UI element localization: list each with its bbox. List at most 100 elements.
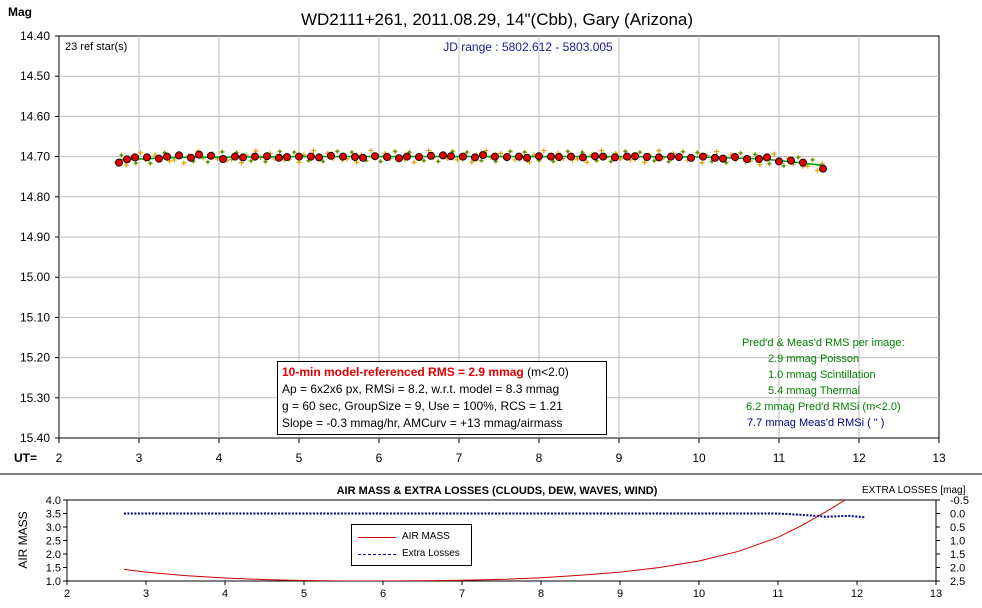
observation-marker	[365, 159, 368, 162]
x-tick-label: 6	[376, 451, 383, 465]
group-mean-point	[370, 152, 379, 161]
observation-marker	[350, 150, 353, 154]
rms-notes: Pred'd & Meas'd RMS per image: 2.9 mmag …	[700, 335, 930, 431]
group-mean-point	[206, 151, 215, 160]
observation-point	[699, 160, 705, 166]
observation-point	[310, 148, 316, 154]
observation-marker	[307, 159, 310, 162]
observation-marker	[811, 158, 814, 162]
group-mean-point	[230, 152, 239, 161]
group-mean-point	[470, 153, 479, 162]
extra-losses-line	[123, 512, 865, 519]
x-tick-label: 3	[136, 451, 143, 465]
group-mean-point	[490, 152, 499, 161]
observation-marker	[422, 159, 425, 162]
y-tick-label: 14.50	[20, 69, 50, 83]
airmass-x-tick-label: 9	[617, 588, 623, 600]
legend-item-airmass: AIR MASS	[352, 530, 471, 544]
extra-losses-y-tick-label: 2.0	[950, 563, 965, 575]
airmass-x-tick-label: 5	[301, 588, 307, 600]
extra-losses-y-tick-label: 0.5	[950, 522, 965, 534]
group-mean-point	[775, 157, 784, 166]
observation-marker	[408, 150, 411, 154]
extra-losses-y-axis: -0.5 0.00.5 1.01.5 2.02.5	[936, 495, 969, 588]
observation-marker	[681, 150, 685, 153]
airmass-y-tick-label: 4.0	[46, 495, 61, 507]
model-rms-condition: (m<2.0)	[523, 365, 569, 379]
group-mean-point	[643, 153, 652, 162]
airmass-x-tick-label: 12	[851, 588, 863, 600]
x-tick-label: 11	[773, 451, 786, 465]
observation-marker	[797, 156, 800, 159]
legend-label-extra-losses: Extra Losses	[402, 548, 460, 559]
rms-poisson: 2.9 mmag Poisson	[768, 353, 860, 365]
light-curve-y-axis: 14.40 14.50 14.60 14.70 14.80 14.90 15.00 15.10…	[20, 29, 59, 445]
group-mean-point	[579, 153, 588, 162]
group-mean-point	[382, 153, 391, 162]
rms-summary-box: 10-min model-referenced RMS = 2.9 mmag (…	[277, 361, 607, 435]
extra-losses-axis-title: EXTRA LOSSES [mag]	[862, 485, 966, 496]
observation-marker	[566, 150, 569, 153]
observation-marker	[509, 150, 512, 153]
observation-point	[656, 148, 662, 154]
observation-marker	[451, 150, 454, 153]
observation-marker	[206, 160, 209, 164]
x-tick-label: 10	[692, 451, 706, 465]
y-axis-title: Mag	[8, 5, 32, 19]
group-mean-point	[458, 152, 467, 161]
legend-label-airmass: AIR MASS	[402, 531, 450, 542]
group-mean-point	[426, 151, 435, 160]
group-mean-point	[154, 154, 163, 163]
observation-marker	[523, 150, 526, 154]
ref-stars-label: 23 ref star(s)	[65, 41, 127, 53]
observation-marker	[393, 150, 397, 153]
airmass-legend: AIR MASS Extra Losses	[351, 524, 472, 566]
group-mean-point	[218, 155, 227, 164]
observation-marker	[293, 151, 296, 154]
group-mean-point	[599, 152, 608, 161]
observation-point	[253, 148, 259, 154]
rms-thermal: 5.4 mmag Thermal	[768, 385, 861, 397]
rms-predicted: 6.2 mmag Pred'd RMSi (m<2.0)	[746, 401, 901, 413]
observation-point	[584, 159, 590, 165]
extra-losses-y-tick-label: 1.5	[950, 549, 965, 561]
airmass-x-tick-label: 2	[64, 588, 70, 600]
y-tick-label: 14.80	[20, 190, 50, 204]
airmass-y-tick-label: 1.0	[46, 576, 61, 588]
x-tick-label: 8	[536, 451, 543, 465]
y-tick-label: 15.40	[20, 431, 50, 445]
airmass-x-tick-label: 4	[222, 588, 228, 600]
observation-point	[426, 148, 432, 154]
group-mean-point	[502, 153, 511, 162]
observation-point	[771, 151, 777, 157]
group-mean-point	[819, 164, 828, 173]
observation-marker	[768, 162, 771, 165]
observation-point	[541, 148, 547, 154]
observation-marker	[739, 151, 742, 155]
rms-measured: 7.7 mmag Meas'd RMSi ( " )	[747, 417, 885, 429]
observation-marker	[725, 161, 728, 164]
observation-marker	[552, 160, 555, 163]
group-mean-point	[535, 152, 544, 161]
airmass-y-tick-label: 2.5	[46, 536, 61, 548]
rms-line-2: Ap = 6x2x6 px, RMSi = 8.2, w.r.t. model …	[282, 382, 560, 396]
airmass-lines	[123, 500, 865, 581]
group-mean-point	[130, 153, 139, 162]
group-mean-point	[743, 155, 752, 164]
group-mean-point	[338, 152, 347, 161]
observation-marker	[480, 159, 483, 162]
group-mean-point	[755, 155, 764, 164]
extra-losses-y-tick-label: 2.5	[950, 576, 965, 588]
observation-marker	[653, 159, 656, 162]
observation-marker	[782, 164, 785, 168]
y-tick-label: 15.30	[20, 391, 50, 405]
group-mean-point	[194, 150, 203, 159]
airmass-x-axis: 2 3 4 5 6 7 8 9 10 11 12 13	[64, 581, 942, 600]
y-tick-label: 15.20	[20, 351, 50, 365]
rms-notes-header: Pred'd & Meas'd RMS per image:	[742, 337, 905, 349]
x-tick-label: 7	[456, 451, 463, 465]
airmass-y-tick-label: 3.5	[46, 509, 61, 521]
group-mean-point	[567, 152, 576, 161]
chart-title: WD2111+261, 2011.08.29, 14"(Cbb), Gary (…	[301, 10, 693, 29]
x-tick-label: 9	[616, 451, 623, 465]
